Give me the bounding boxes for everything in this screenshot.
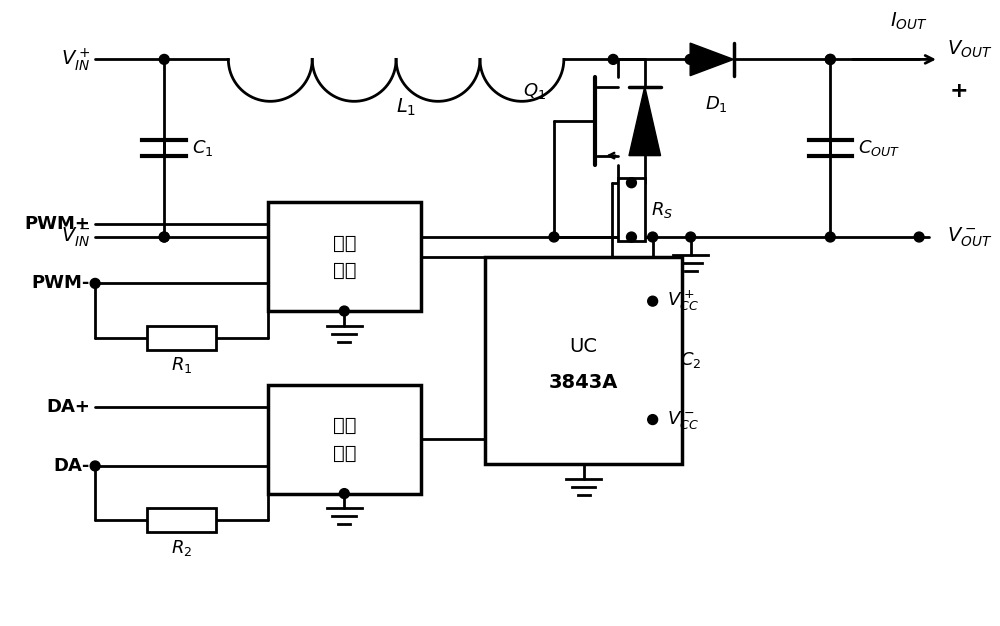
Text: $Q_1$: $Q_1$: [523, 81, 546, 101]
Text: $R_1$: $R_1$: [171, 356, 192, 376]
Circle shape: [90, 461, 100, 471]
Text: UC: UC: [570, 337, 598, 356]
Bar: [618, 178, 645, 242]
Circle shape: [825, 232, 835, 242]
Polygon shape: [690, 43, 734, 76]
Circle shape: [648, 232, 658, 242]
Circle shape: [159, 54, 169, 64]
Bar: [147, 326, 216, 349]
Text: $V_{OUT}^-$: $V_{OUT}^-$: [947, 225, 992, 249]
Text: 放大: 放大: [333, 444, 356, 463]
Text: $L_1$: $L_1$: [396, 97, 416, 118]
Circle shape: [159, 232, 169, 242]
Circle shape: [648, 296, 658, 306]
Bar: [268, 385, 421, 493]
Circle shape: [914, 232, 924, 242]
Circle shape: [549, 232, 559, 242]
Circle shape: [159, 232, 169, 242]
Text: $C_1$: $C_1$: [192, 138, 213, 158]
Circle shape: [339, 489, 349, 498]
Text: DA+: DA+: [46, 398, 90, 416]
Text: +: +: [949, 81, 968, 101]
Text: $V_{CC}^+$: $V_{CC}^+$: [667, 289, 699, 313]
Circle shape: [627, 178, 636, 188]
Bar: [147, 508, 216, 532]
Text: 放大: 放大: [333, 261, 356, 280]
Circle shape: [825, 54, 835, 64]
Text: PWM-: PWM-: [32, 274, 90, 292]
Circle shape: [648, 414, 658, 424]
Text: $R_S$: $R_S$: [651, 200, 673, 220]
Bar: [485, 257, 682, 464]
Text: 差分: 差分: [333, 416, 356, 435]
Circle shape: [685, 54, 695, 64]
Circle shape: [90, 279, 100, 289]
Text: $V_{CC}^-$: $V_{CC}^-$: [667, 409, 699, 431]
Text: $V_{IN}^-$: $V_{IN}^-$: [61, 225, 90, 249]
Text: $I_{OUT}$: $I_{OUT}$: [890, 11, 928, 32]
Text: 3843A: 3843A: [549, 372, 618, 392]
Text: 差分: 差分: [333, 233, 356, 252]
Circle shape: [339, 306, 349, 316]
Text: $C_{OUT}$: $C_{OUT}$: [858, 138, 900, 158]
Text: $V_{IN}^+$: $V_{IN}^+$: [61, 46, 90, 73]
Text: $C_2$: $C_2$: [680, 351, 702, 371]
Circle shape: [825, 54, 835, 64]
Text: $D_1$: $D_1$: [705, 94, 728, 114]
Bar: [268, 202, 421, 311]
Text: PWM+: PWM+: [24, 215, 90, 233]
Circle shape: [686, 232, 696, 242]
Circle shape: [608, 54, 618, 64]
Text: DA-: DA-: [54, 457, 90, 475]
Circle shape: [627, 232, 636, 242]
Polygon shape: [629, 86, 661, 156]
Text: $R_2$: $R_2$: [171, 538, 192, 558]
Text: $V_{OUT}$: $V_{OUT}$: [947, 39, 992, 60]
